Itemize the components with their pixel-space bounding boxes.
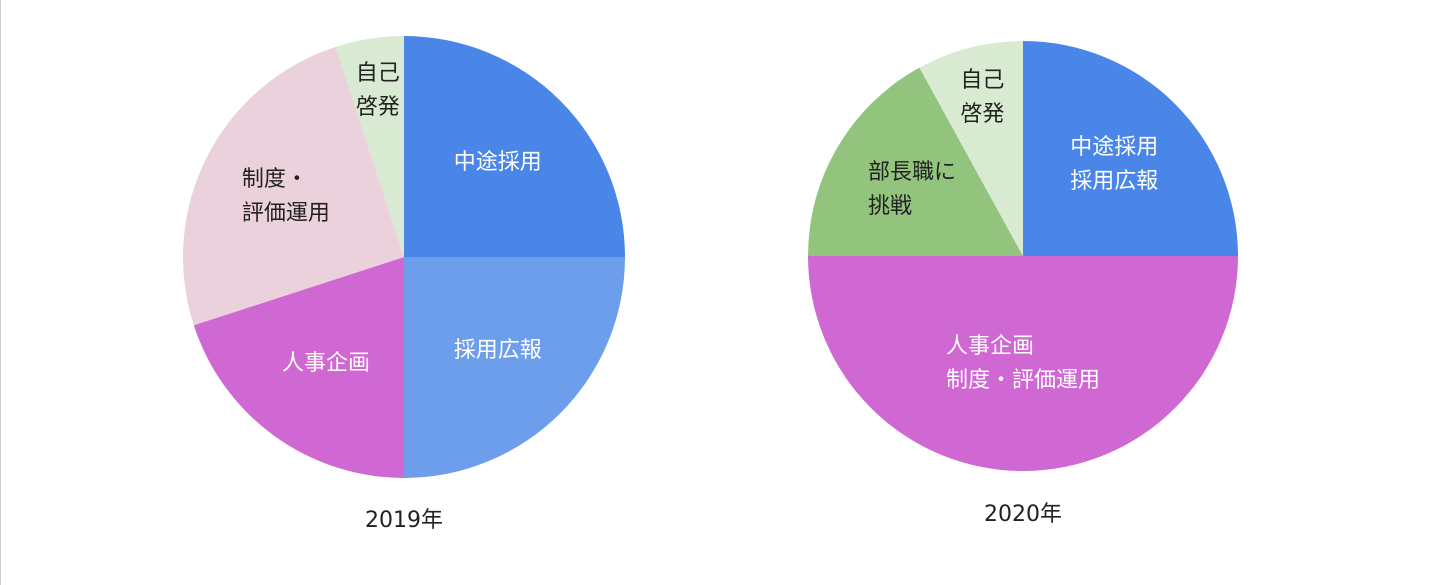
pie-slice	[404, 257, 625, 478]
slice-label: 制度・ 評価運用	[241, 166, 330, 226]
pie-slice	[919, 41, 1023, 256]
slice-label: 自己 啓発	[355, 61, 400, 121]
pie-slice	[808, 256, 1238, 471]
slice-label: 人事企画	[282, 351, 371, 377]
pie-slice	[335, 36, 404, 257]
chart-title: 2020年	[984, 502, 1062, 527]
chart-title: 2019年	[365, 508, 443, 533]
slice-label: 人事企画 制度・評価運用	[945, 333, 1101, 393]
slice-label: 採用広報	[453, 337, 542, 363]
slice-label: 中途採用	[453, 150, 542, 176]
pie-slice	[808, 67, 1023, 257]
slice-label: 中途採用 採用広報	[1070, 134, 1159, 194]
slice-label: 部長職に 挑戦	[867, 160, 956, 220]
pie-slice	[193, 257, 404, 478]
pie-slice	[1023, 41, 1238, 256]
slice-label: 自己 啓発	[960, 67, 1005, 127]
pie-slice	[404, 36, 625, 257]
pie-slice	[183, 46, 404, 326]
